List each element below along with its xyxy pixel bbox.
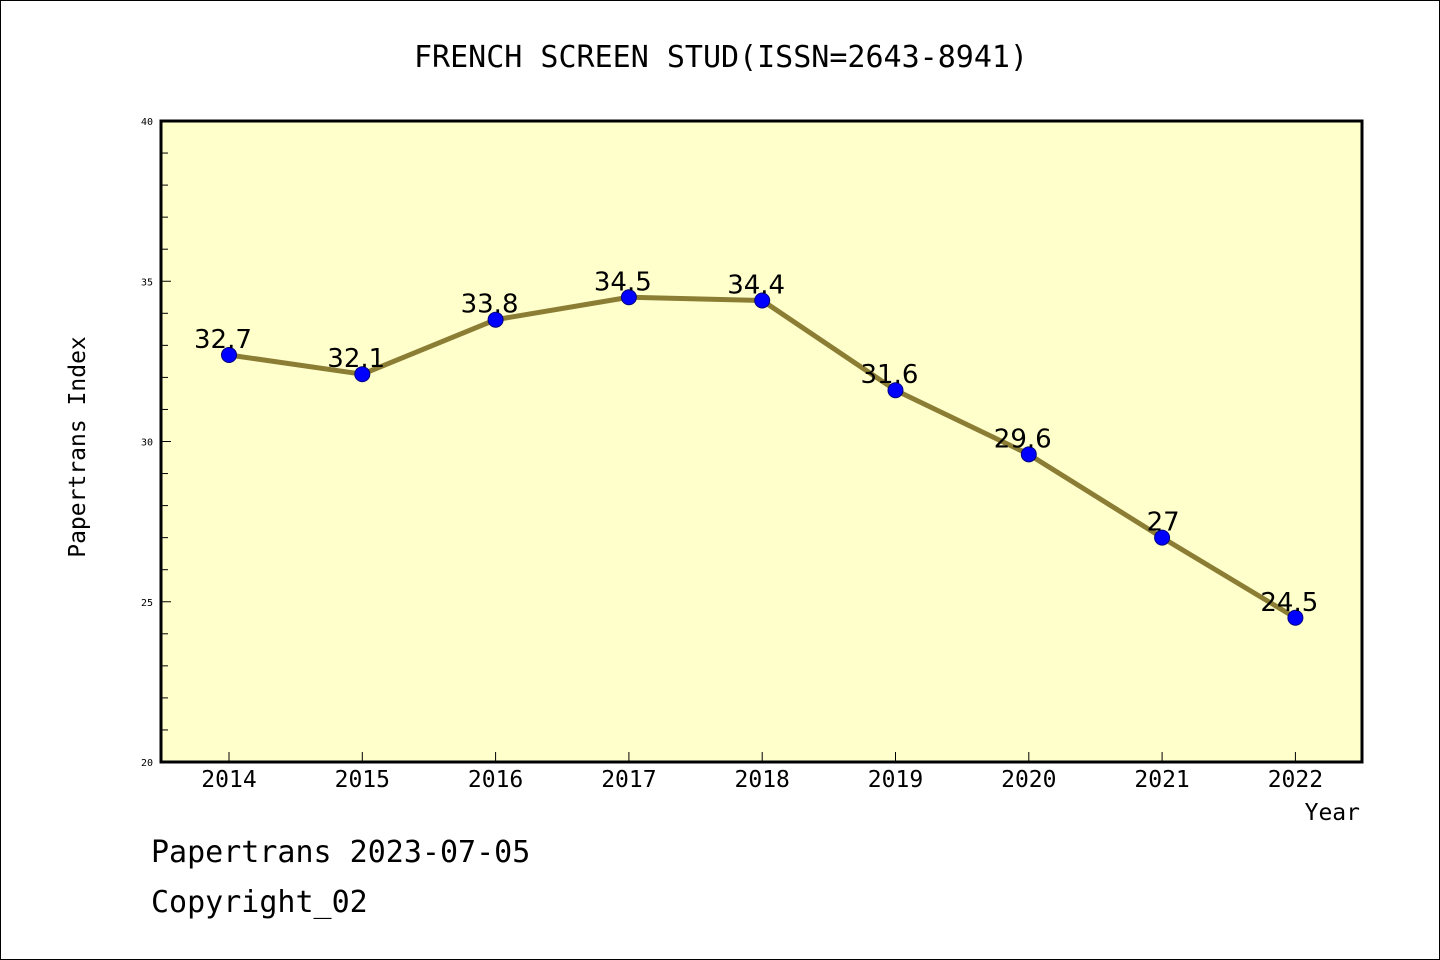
data-label: 32.1 — [327, 344, 385, 374]
data-point — [1154, 529, 1171, 546]
data-point — [1020, 446, 1037, 463]
x-tick-label: 2016 — [468, 767, 523, 793]
x-tick-label: 2014 — [201, 767, 256, 793]
y-tick-label: 25 — [141, 598, 153, 609]
data-point — [1287, 609, 1304, 626]
data-label: 34.5 — [594, 267, 652, 297]
data-point — [620, 289, 637, 306]
y-tick-label: 40 — [141, 117, 153, 128]
y-tick-label: 35 — [141, 277, 153, 288]
plot-area — [159, 119, 1364, 764]
data-point — [487, 311, 504, 328]
data-point — [221, 346, 237, 363]
x-axis-title: Year — [1305, 800, 1360, 826]
data-point — [354, 366, 371, 383]
x-tick-label: 2021 — [1134, 767, 1189, 793]
data-label: 24.5 — [1260, 588, 1318, 618]
x-tick-label: 2022 — [1268, 767, 1323, 793]
x-axis: 2014 2015 2016 2017 2018 2019 2020 2021 2022 — [201, 752, 1323, 793]
x-tick-label: 2015 — [335, 767, 390, 793]
x-tick-label: 2017 — [601, 767, 656, 793]
x-tick-label: 2018 — [735, 767, 790, 793]
data-label: 33.8 — [461, 290, 519, 320]
series-group: 32.7 32.1 33.8 34.5 34.4 31.6 29.6 27 24.5 — [194, 267, 1318, 626]
data-point — [887, 382, 904, 399]
y-axis: 20 25 30 35 40 — [141, 117, 171, 769]
x-tick-label: 2019 — [868, 767, 923, 793]
y-tick-label: 20 — [141, 758, 153, 769]
data-label: 34.4 — [727, 270, 785, 300]
data-label: 32.7 — [194, 325, 252, 355]
x-tick-label: 2020 — [1001, 767, 1056, 793]
data-label: 27 — [1147, 508, 1180, 538]
y-tick-label: 30 — [141, 438, 153, 449]
footer-date: Papertrans 2023-07-05 — [151, 835, 531, 870]
data-label: 31.6 — [861, 360, 919, 390]
y-axis-title: Papertrans Index — [65, 336, 91, 558]
chart-title: FRENCH SCREEN STUD(ISSN=2643-8941) — [414, 40, 1028, 75]
data-label: 29.6 — [994, 424, 1052, 454]
data-point — [754, 292, 771, 309]
footer-copyright: Copyright_02 — [151, 885, 368, 920]
